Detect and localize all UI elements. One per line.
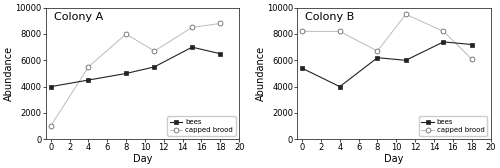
bees (189, 46, 195, 48)
Line: capped brood: capped brood (48, 21, 223, 129)
capped brood (440, 30, 446, 32)
bees (337, 86, 343, 88)
bees (86, 79, 91, 81)
X-axis label: Day: Day (133, 154, 152, 164)
bees (123, 72, 129, 74)
capped brood (189, 26, 195, 28)
bees (374, 57, 380, 59)
Y-axis label: Abundance: Abundance (4, 46, 14, 101)
capped brood (403, 13, 409, 15)
Line: bees: bees (48, 45, 222, 89)
bees (403, 59, 409, 61)
capped brood (218, 23, 224, 25)
Line: capped brood: capped brood (300, 12, 474, 61)
bees (48, 86, 54, 88)
bees (218, 53, 224, 55)
Text: Colony B: Colony B (305, 12, 354, 22)
capped brood (468, 58, 474, 60)
capped brood (86, 66, 91, 68)
capped brood (299, 30, 305, 32)
Y-axis label: Abundance: Abundance (256, 46, 266, 101)
Text: Colony A: Colony A (54, 12, 103, 22)
capped brood (337, 30, 343, 32)
capped brood (123, 33, 129, 35)
Legend: bees, capped brood: bees, capped brood (418, 116, 487, 136)
capped brood (374, 50, 380, 52)
bees (468, 44, 474, 46)
Line: bees: bees (300, 40, 474, 89)
X-axis label: Day: Day (384, 154, 404, 164)
Legend: bees, capped brood: bees, capped brood (167, 116, 235, 136)
capped brood (152, 50, 158, 52)
bees (299, 67, 305, 69)
bees (152, 66, 158, 68)
bees (440, 41, 446, 43)
capped brood (48, 125, 54, 127)
